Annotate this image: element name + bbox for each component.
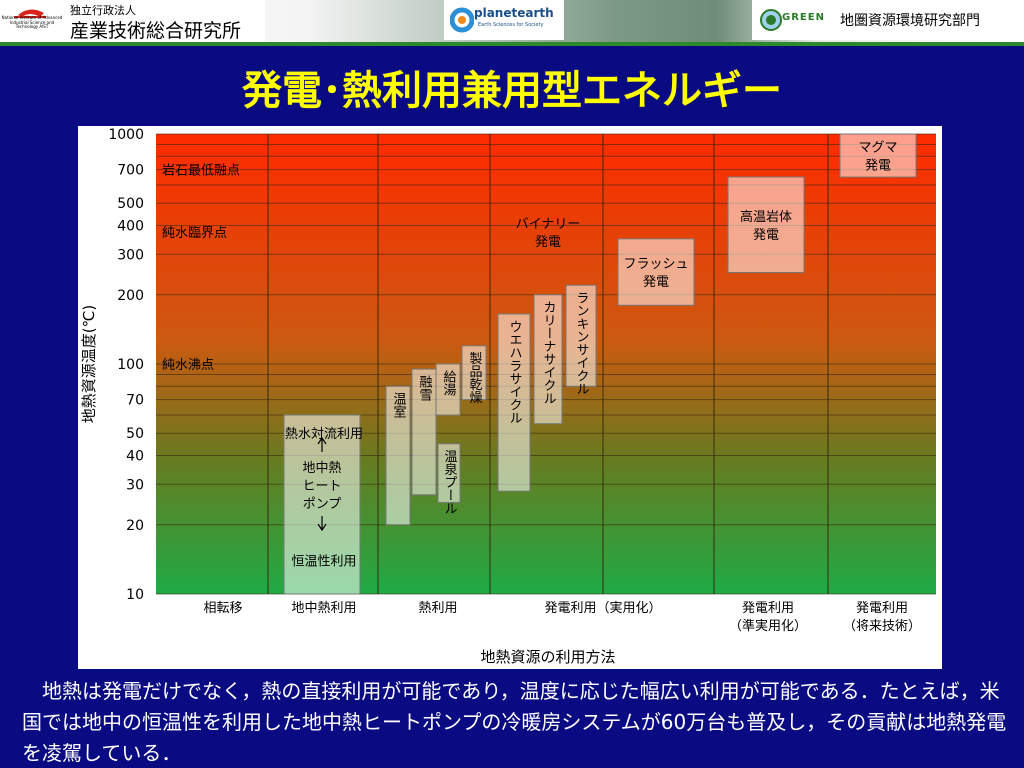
category-label-sub: （将来技術） bbox=[843, 619, 921, 634]
green-globe-icon bbox=[760, 9, 782, 31]
kalina-cycle-box bbox=[533, 294, 563, 425]
hot-spring-pool-box bbox=[437, 443, 461, 503]
y-tick-label: 50 bbox=[126, 426, 144, 442]
aist-small-text: National Institute of Advanced Industria… bbox=[1, 15, 63, 29]
product-drying-box bbox=[461, 345, 487, 401]
planet-earth-icon bbox=[450, 7, 474, 33]
planet-earth-logo-block: planetearth Earth Sciences for Society bbox=[444, 0, 564, 40]
y-tick-label: 700 bbox=[117, 163, 144, 179]
category-label: 熱利用 bbox=[418, 601, 457, 616]
flash-power-label: 発電 bbox=[643, 275, 669, 290]
binary-power-label: 発電 bbox=[535, 235, 561, 250]
y-tick-label: 400 bbox=[117, 219, 144, 235]
ground-heat-pump-label: ヒート bbox=[302, 479, 341, 494]
kalina-cycle-label: カリーナサイクル bbox=[541, 301, 556, 405]
y-tick-label: 40 bbox=[126, 449, 144, 465]
hot-dry-rock-box bbox=[727, 176, 805, 273]
hot-water-convection-label: 熱水対流利用 bbox=[285, 427, 363, 442]
vertical-grid bbox=[267, 134, 829, 594]
magma-power-box bbox=[839, 133, 917, 178]
y-axis-label: 地熱資源温度(℃) bbox=[80, 305, 98, 424]
y-tick-label: 100 bbox=[117, 357, 144, 373]
y-tick-label: 70 bbox=[126, 393, 144, 409]
y-tick-label: 200 bbox=[117, 288, 144, 304]
uehara-cycle-box bbox=[497, 313, 531, 492]
product-drying-label: 製品乾燥 bbox=[467, 352, 483, 404]
hot-water-supply-box bbox=[435, 363, 461, 416]
category-labels: 相転移 地中熱利用 熱利用 発電利用（実用化） 発電利用 （準実用化） 発電利用 （将来技術） bbox=[203, 600, 921, 634]
planet-earth-wordmark: planetearth bbox=[474, 6, 554, 20]
green-logo-block: GREEN 地圏資源環境研究部門 bbox=[752, 0, 1024, 40]
category-label: 相転移 bbox=[203, 601, 242, 616]
uehara-cycle-label: ウエハラサイクル bbox=[507, 320, 522, 424]
arrow-down-icon bbox=[317, 516, 327, 532]
magma-power-label: 発電 bbox=[865, 159, 891, 174]
ground-heat-pump-label: 地中熱 bbox=[302, 461, 341, 476]
slide-caption: 地熱は発電だけでなく，熱の直接利用が可能であり，温度に応じた幅広い利用が可能であ… bbox=[22, 676, 1012, 768]
y-axis-ticks: 1000 700 500 400 300 200 100 70 50 40 30 20 10 bbox=[108, 127, 144, 603]
greenhouse-label: 温室 bbox=[391, 392, 407, 418]
y-tick-label: 10 bbox=[126, 587, 144, 603]
snow-melting-label: 融雪 bbox=[417, 375, 433, 401]
y-tick-label: 30 bbox=[126, 477, 144, 493]
hot-dry-rock-label: 高温岩体 bbox=[740, 209, 792, 225]
slide-title: 発電･熱利用兼用型エネルギー bbox=[242, 68, 782, 114]
category-label: 発電利用 bbox=[742, 601, 794, 616]
arrow-up-icon bbox=[317, 436, 327, 452]
green-department-name: 地圏資源環境研究部門 bbox=[840, 13, 980, 29]
hot-water-supply-label: 給湯 bbox=[441, 370, 457, 396]
constant-temp-label: 恒温性利用 bbox=[291, 554, 356, 569]
category-label: 地中熱利用 bbox=[291, 601, 356, 616]
aist-name: 産業技術総合研究所 bbox=[70, 20, 242, 42]
flash-power-label: フラッシュ bbox=[623, 257, 688, 272]
reference-point-label: 岩石最低融点 bbox=[162, 164, 240, 179]
binary-power-label: バイナリー bbox=[516, 217, 581, 232]
planet-earth-subtitle: Earth Sciences for Society bbox=[478, 22, 544, 28]
reference-point-label: 純水臨界点 bbox=[162, 226, 227, 241]
greenhouse-box bbox=[385, 385, 411, 526]
y-tick-label: 300 bbox=[117, 247, 144, 263]
category-label: 発電利用 bbox=[856, 601, 908, 616]
x-axis-label: 地熱資源の利用方法 bbox=[480, 648, 615, 666]
y-tick-label: 20 bbox=[126, 518, 144, 534]
green-wordmark: GREEN bbox=[782, 12, 825, 23]
slide-caption-text: 地熱は発電だけでなく，熱の直接利用が可能であり，温度に応じた幅広い利用が可能であ… bbox=[22, 679, 1007, 765]
chart-frame: 1000 700 500 400 300 200 100 70 50 40 30 20 10 岩石最低融… bbox=[78, 126, 942, 669]
ground-heat-pump-label: ポンプ bbox=[303, 497, 342, 512]
header-divider bbox=[0, 42, 1024, 46]
aist-logo-icon bbox=[14, 9, 46, 18]
category-label-sub: （準実用化） bbox=[729, 618, 807, 634]
aist-logo-block: National Institute of Advanced Industria… bbox=[0, 0, 265, 42]
flash-power-box bbox=[617, 238, 695, 306]
category-label: 発電利用（実用化） bbox=[544, 600, 661, 616]
hot-spring-pool-label: 温泉プール bbox=[442, 450, 458, 515]
geothermal-usage-chart: 1000 700 500 400 300 200 100 70 50 40 30 20 10 岩石最低融… bbox=[80, 127, 936, 666]
snow-melting-box bbox=[411, 368, 437, 496]
y-tick-label: 500 bbox=[117, 196, 144, 212]
magma-power-label: マグマ bbox=[858, 141, 897, 156]
reference-point-label: 純水沸点 bbox=[162, 358, 214, 373]
y-tick-label: 1000 bbox=[108, 127, 144, 143]
hot-dry-rock-label: 発電 bbox=[753, 228, 779, 243]
aist-subtitle: 独立行政法人 bbox=[70, 4, 136, 17]
rankine-cycle-box bbox=[565, 284, 597, 387]
rankine-cycle-label: ランキンサイクル bbox=[574, 291, 589, 395]
